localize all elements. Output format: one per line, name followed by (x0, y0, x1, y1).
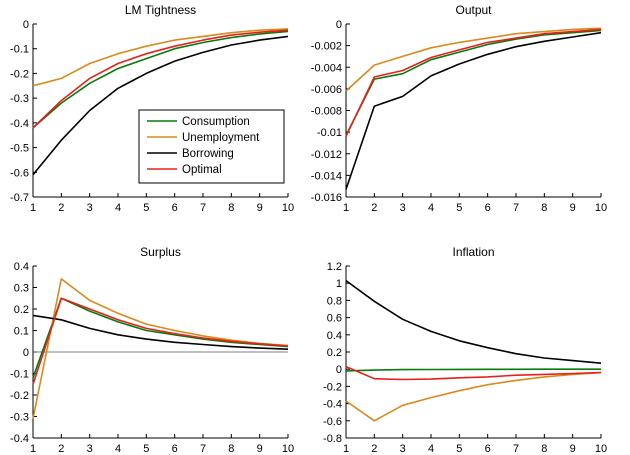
x-tick-label: 6 (172, 443, 178, 455)
x-tick-label: 2 (371, 202, 377, 214)
chart-title: Surplus (140, 245, 181, 259)
chart-title: LM Tightness (125, 3, 196, 17)
x-tick-label: 6 (172, 202, 178, 214)
x-tick-label: 7 (513, 202, 519, 214)
series-line-optimal (346, 29, 601, 136)
y-tick-label: 0.4 (327, 330, 342, 342)
x-tick-label: 3 (400, 202, 406, 214)
y-tick-label: 0.3 (14, 283, 29, 295)
legend: Consumption Unemployment Borrowing Optimal (139, 110, 284, 183)
y-tick-label: -0.7 (10, 192, 29, 204)
x-tick-label: 8 (541, 202, 547, 214)
y-tick-label: -0.016 (311, 192, 342, 204)
x-tick-label: 5 (456, 443, 462, 455)
x-tick-label: 6 (485, 202, 491, 214)
chart-panel-4: Inflation 1.2 1 0.8 0.6 0.4 0.2 0 -0.2 -0.4 -0.6 -0… (323, 245, 607, 455)
x-tick-label: 10 (595, 443, 607, 455)
x-tick-label: 8 (228, 443, 234, 455)
y-tick-label: 0 (336, 19, 342, 31)
x-tick-label: 10 (282, 443, 294, 455)
series-line-unemployment (33, 279, 288, 419)
y-tick-label: -0.6 (10, 167, 29, 179)
y-tick-label: -0.2 (323, 381, 342, 393)
legend-label-optimal: Optimal (182, 164, 222, 176)
x-tick-label: 7 (513, 443, 519, 455)
y-tick-label: 0.2 (327, 347, 342, 359)
x-tick-label: 10 (282, 202, 294, 214)
chart-panel-3: Surplus 0.4 0.3 0.2 0.1 0 -0.1 -0.2 -0.3 -0.41 2 3 4… (10, 245, 294, 455)
x-tick-label: 1 (30, 202, 36, 214)
x-tick-label: 9 (570, 202, 576, 214)
y-tick-label: -0.3 (10, 93, 29, 105)
series-line-unemployment (33, 29, 288, 86)
y-tick-label: -0.014 (311, 170, 342, 182)
y-tick-label: 0 (23, 19, 29, 31)
x-tick-label: 9 (570, 443, 576, 455)
x-tick-label: 4 (428, 443, 434, 455)
chart-title: Inflation (452, 245, 494, 259)
x-tick-label: 5 (456, 202, 462, 214)
x-tick-label: 10 (595, 202, 607, 214)
x-tick-label: 2 (58, 443, 64, 455)
x-tick-label: 3 (400, 443, 406, 455)
y-tick-label: -0.4 (323, 399, 342, 411)
series-line-borrowing (346, 33, 601, 190)
y-tick-label: -0.4 (10, 118, 29, 130)
y-tick-label: 1.2 (327, 261, 342, 273)
y-tick-label: -0.1 (10, 369, 29, 381)
y-tick-label: -0.6 (323, 416, 342, 428)
y-tick-label: -0.1 (10, 44, 29, 56)
y-tick-label: 0 (336, 364, 342, 376)
x-tick-label: 1 (30, 443, 36, 455)
y-tick-label: -0.006 (311, 84, 342, 96)
y-tick-label: 0.1 (14, 326, 29, 338)
y-tick-label: 0.2 (14, 304, 29, 316)
x-tick-label: 4 (115, 443, 121, 455)
x-tick-label: 8 (228, 202, 234, 214)
x-tick-label: 7 (200, 202, 206, 214)
y-tick-label: -0.01 (317, 127, 342, 139)
y-tick-label: 0.6 (327, 313, 342, 325)
x-tick-label: 3 (87, 443, 93, 455)
legend-label-unemployment: Unemployment (182, 132, 260, 144)
y-tick-label: 0.4 (14, 261, 29, 273)
y-tick-label: -0.008 (311, 106, 342, 118)
chart-panel-1: LM Tightness 0 -0.1 -0.2 -0.3 -0.4 -0.5 -0.6 -0.… (10, 3, 294, 214)
series-line-consumption (33, 298, 288, 378)
chart-title: Output (455, 3, 492, 17)
x-tick-label: 3 (87, 202, 93, 214)
series-line-borrowing (346, 281, 601, 364)
series-line-consumption (346, 369, 601, 371)
x-tick-label: 5 (143, 443, 149, 455)
legend-label-consumption: Consumption (182, 116, 250, 128)
x-tick-label: 1 (343, 202, 349, 214)
legend-label-borrowing: Borrowing (182, 148, 234, 160)
x-tick-label: 4 (115, 202, 121, 214)
x-tick-label: 2 (58, 202, 64, 214)
y-tick-label: -0.002 (311, 41, 342, 53)
x-tick-label: 9 (257, 443, 263, 455)
y-tick-label: -0.8 (323, 433, 342, 445)
x-tick-label: 8 (541, 443, 547, 455)
y-tick-label: 0.8 (327, 295, 342, 307)
y-tick-label: -0.3 (10, 412, 29, 424)
x-tick-label: 5 (143, 202, 149, 214)
x-tick-label: 4 (428, 202, 434, 214)
x-tick-label: 6 (485, 443, 491, 455)
y-tick-label: 1 (336, 278, 342, 290)
y-tick-label: -0.5 (10, 143, 29, 155)
y-tick-label: -0.4 (10, 433, 29, 445)
x-tick-label: 2 (371, 443, 377, 455)
y-tick-label: -0.2 (10, 390, 29, 402)
x-tick-label: 7 (200, 443, 206, 455)
y-tick-label: -0.2 (10, 68, 29, 80)
chart-panel-2: Output 0 -0.002 -0.004 -0.006 -0.008 -0.01 -0.0… (311, 3, 607, 214)
y-tick-label: 0 (23, 347, 29, 359)
x-tick-label: 9 (257, 202, 263, 214)
series-line-unemployment (346, 373, 601, 421)
y-tick-label: -0.012 (311, 149, 342, 161)
y-tick-label: -0.004 (311, 62, 342, 74)
x-tick-label: 1 (343, 443, 349, 455)
